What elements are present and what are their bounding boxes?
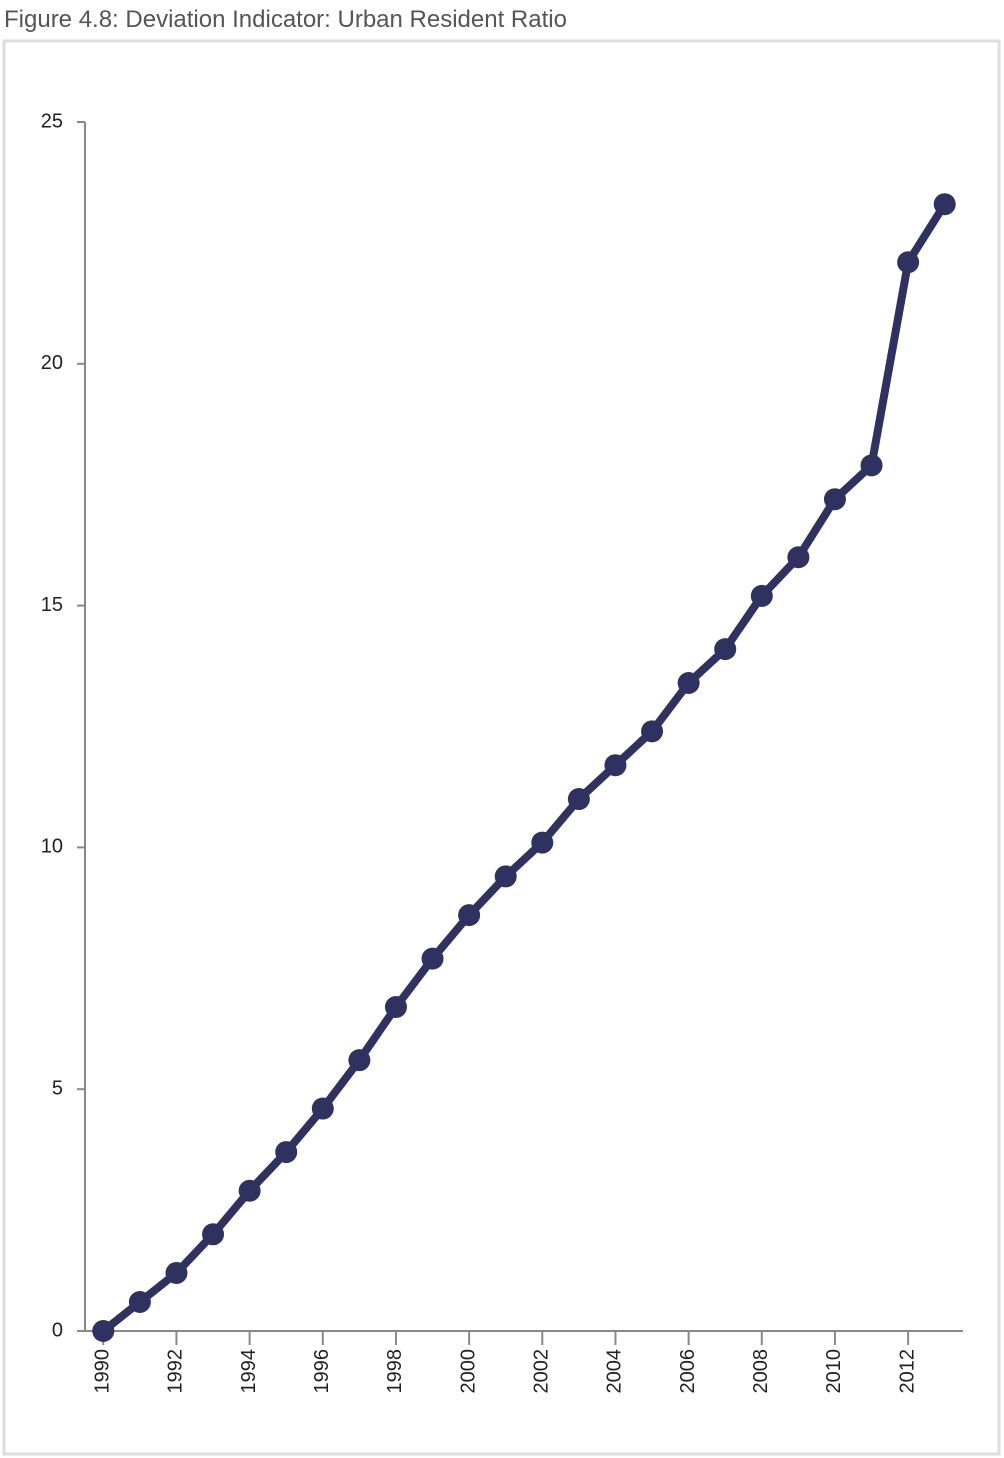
point [823, 488, 846, 511]
point [860, 454, 883, 477]
point [238, 1179, 261, 1202]
x-tick-label: 2002 [531, 1349, 553, 1394]
point [787, 546, 810, 569]
point [567, 788, 590, 811]
y-tick-label: 5 [52, 1077, 63, 1099]
x-tick-label: 1992 [165, 1349, 187, 1394]
x-tick-label: 2008 [750, 1349, 772, 1394]
y-tick-label: 25 [41, 110, 63, 132]
y-tick-label: 10 [41, 836, 63, 858]
frame [2, 39, 1001, 1456]
x-tick-label: 2010 [823, 1349, 845, 1394]
point [421, 947, 444, 970]
line [100, 202, 949, 1335]
point [641, 720, 664, 743]
chart-title: Figure 4.8: Deviation Indicator: Urban R… [4, 6, 567, 33]
x-tick-label: 2004 [604, 1349, 626, 1394]
point [897, 251, 920, 274]
point [604, 754, 627, 777]
point [348, 1049, 371, 1072]
point [92, 1320, 115, 1342]
x-tick-label: 1998 [384, 1349, 406, 1394]
point [458, 904, 481, 927]
point [202, 1223, 225, 1246]
point [494, 865, 517, 888]
x-tick-label: 1994 [238, 1349, 260, 1394]
point [677, 671, 700, 694]
x-tick-label: 2012 [896, 1349, 918, 1394]
y-tick-label: 15 [41, 594, 63, 616]
point [165, 1261, 188, 1284]
point [384, 995, 407, 1018]
x-tick-label: 1996 [311, 1349, 333, 1394]
point [933, 193, 956, 216]
point [275, 1141, 298, 1164]
point [311, 1097, 334, 1120]
point [531, 831, 554, 854]
x-tick-label: 2006 [677, 1349, 699, 1394]
point [128, 1290, 151, 1313]
point [750, 584, 773, 607]
x-tick-label: 2000 [457, 1349, 479, 1394]
y-tick-label: 0 [52, 1319, 63, 1341]
point [714, 638, 737, 661]
x-tick-label: 1990 [92, 1349, 114, 1394]
y-tick-label: 20 [41, 352, 63, 374]
